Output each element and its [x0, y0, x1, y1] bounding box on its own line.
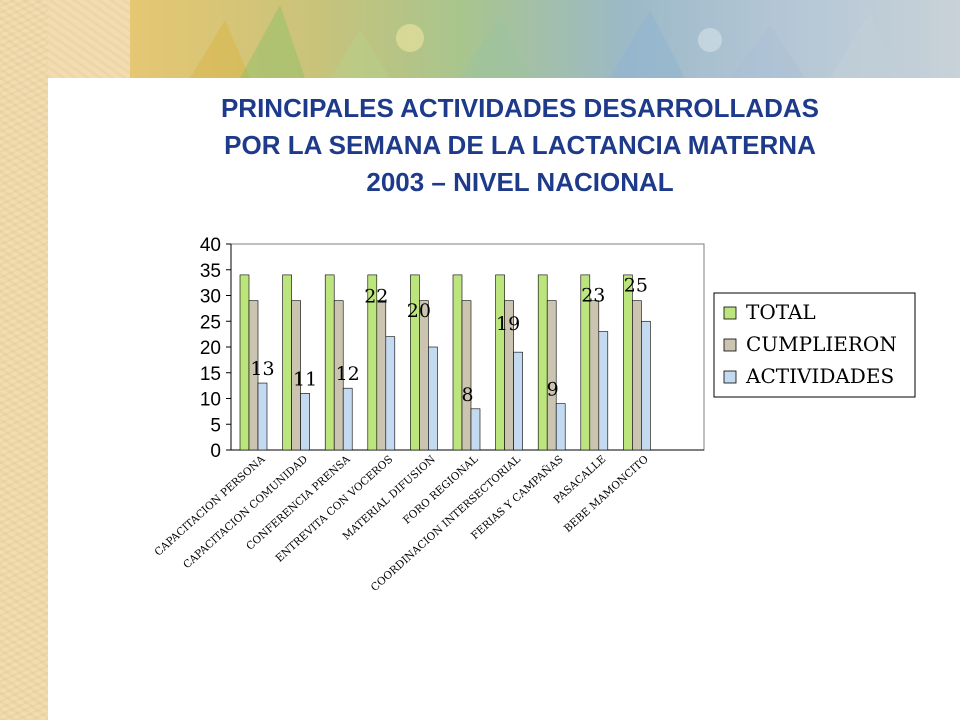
- data-label: 11: [293, 368, 317, 390]
- y-tick-label: 25: [200, 312, 221, 333]
- bar-cumplieron: [461, 300, 472, 451]
- y-tick-label: 0: [210, 441, 221, 462]
- bar-cumplieron: [546, 300, 557, 451]
- legend-label: CUMPLIERON: [746, 332, 897, 356]
- bar-actividades: [641, 320, 651, 451]
- decorative-banner-leaves: [190, 5, 900, 78]
- bar-cumplieron: [291, 300, 301, 451]
- legend-box: [713, 292, 916, 398]
- bar-cumplieron: [248, 300, 259, 451]
- bar-total: [452, 274, 463, 451]
- data-label: 12: [336, 363, 360, 385]
- category-label: BEBE MAMONCITO: [562, 453, 651, 535]
- bar-actividades: [257, 382, 268, 451]
- bar-cumplieron: [419, 300, 429, 451]
- legend-swatch: [723, 338, 737, 352]
- y-tick-label: 30: [200, 287, 221, 308]
- legend-label: ACTIVIDADES: [745, 364, 894, 388]
- bar-total: [324, 274, 335, 451]
- y-tick-label: 5: [210, 415, 221, 436]
- y-tick-label: 20: [200, 338, 221, 359]
- legend-swatch: [723, 306, 737, 320]
- legend-label: TOTAL: [746, 300, 816, 324]
- bar-cumplieron: [333, 300, 344, 451]
- category-label: FORO REGIONAL: [401, 453, 481, 526]
- bar-cumplieron: [632, 300, 642, 451]
- bar-actividades: [470, 408, 481, 451]
- bar-actividades: [342, 387, 353, 451]
- bar-actividades: [300, 393, 310, 451]
- bar-actividades: [513, 351, 523, 451]
- bar-actividades: [428, 346, 438, 451]
- data-label: 19: [496, 313, 520, 335]
- data-label: 9: [547, 379, 559, 401]
- bar-total: [623, 274, 633, 451]
- bar-actividades: [555, 403, 566, 451]
- title-line-2: POR LA SEMANA DE LA LACTANCIA MATERNA: [224, 130, 816, 160]
- y-tick-label: 15: [200, 364, 221, 385]
- bar-cumplieron: [589, 300, 600, 451]
- data-label: 23: [581, 285, 605, 307]
- data-label: 20: [407, 300, 431, 322]
- data-label: 25: [624, 274, 648, 296]
- data-labels-group: 13 11 12 22 20 8 19 9 23 25: [250, 274, 648, 406]
- bar-total: [495, 274, 505, 451]
- decorative-left-band: [0, 0, 48, 720]
- data-label: 8: [461, 384, 473, 406]
- bar-actividades: [598, 331, 609, 451]
- bar-actividades: [385, 336, 396, 451]
- title-line-1: PRINCIPALES ACTIVIDADES DESARROLLADAS: [220, 93, 820, 123]
- bars-group: [239, 274, 651, 451]
- bar-cumplieron: [376, 300, 387, 451]
- legend-swatch: [723, 370, 737, 384]
- data-label: 22: [364, 286, 388, 308]
- y-tick-label: 40: [200, 235, 221, 256]
- page-title: PRINCIPALES ACTIVIDADES DESARROLLADAS PO…: [120, 90, 920, 201]
- bar-total: [537, 274, 548, 451]
- y-tick-label: 10: [200, 390, 221, 411]
- bar-total: [239, 274, 250, 451]
- bar-total: [282, 274, 292, 451]
- data-label: 13: [250, 358, 274, 380]
- legend: TOTAL CUMPLIERON ACTIVIDADES: [713, 292, 916, 398]
- y-tick-label: 35: [200, 261, 221, 282]
- category-label: COORDINACION INTERSECTORIAL: [369, 453, 523, 594]
- title-line-3: 2003 – NIVEL NACIONAL: [366, 167, 674, 197]
